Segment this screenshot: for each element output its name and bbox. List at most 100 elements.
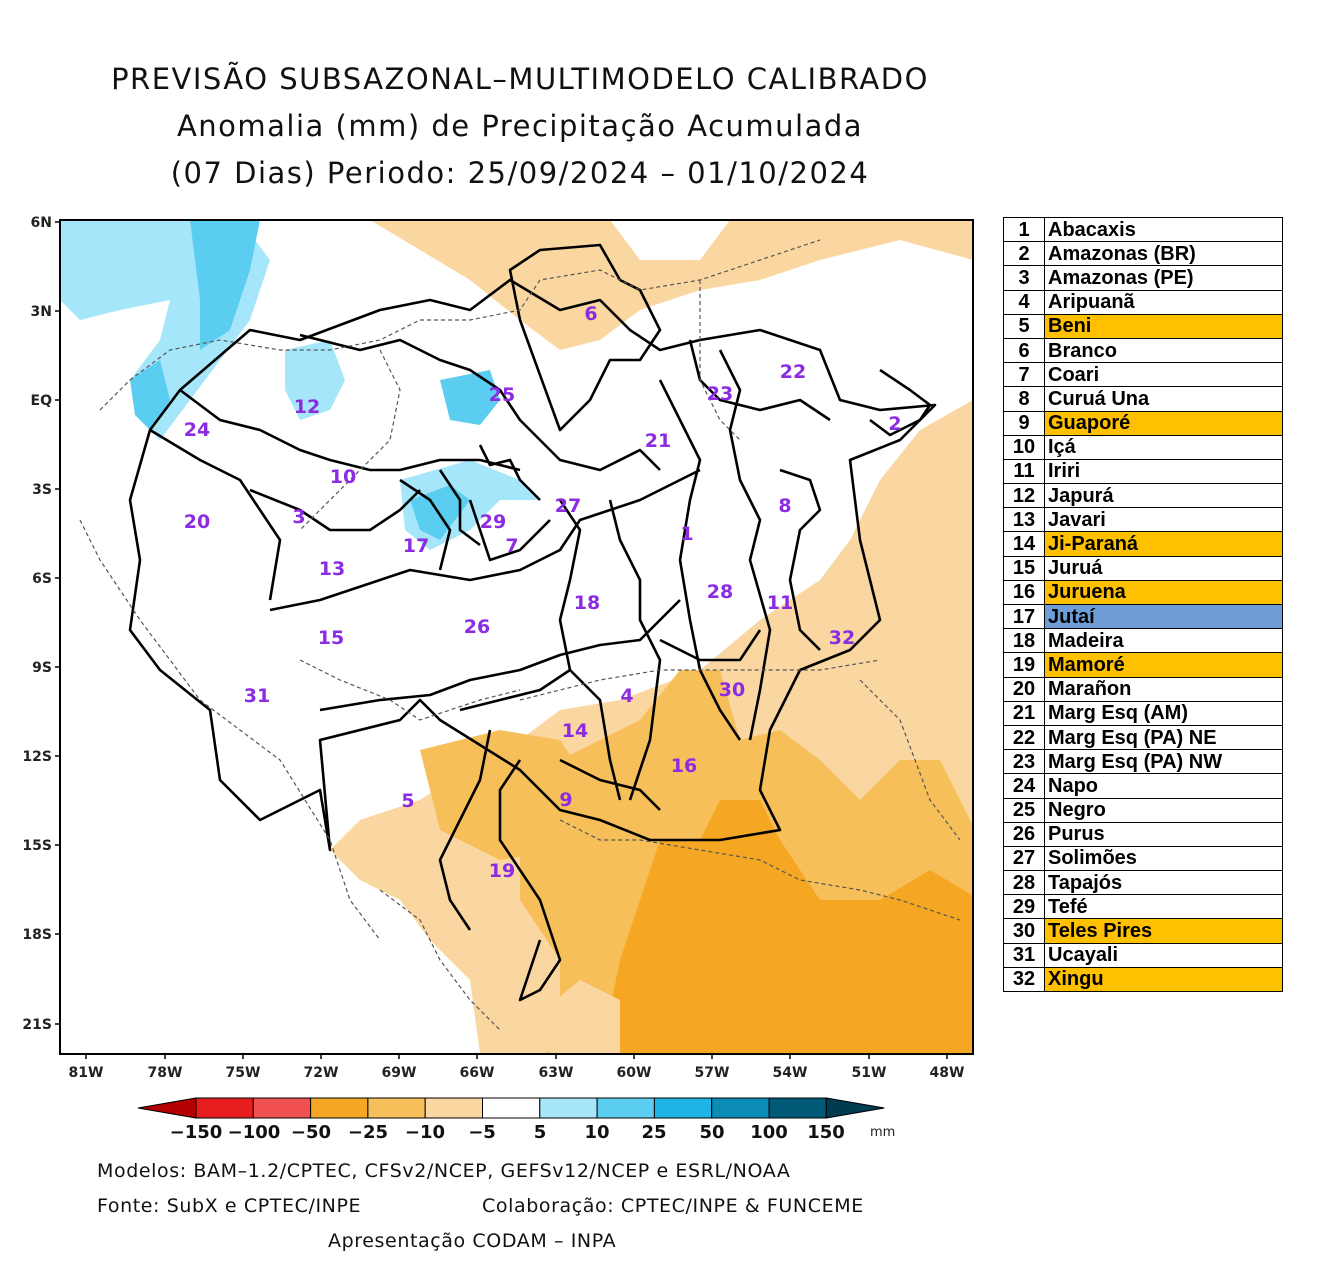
lat-tick-label: 9S (32, 660, 52, 676)
legend-row: 1 Abacaxis (1003, 216, 1283, 243)
legend-row: 5 Beni (1003, 313, 1283, 339)
colorbar-label: −150 (170, 1122, 223, 1143)
legend-row-name: Tapajós (1044, 870, 1283, 896)
legend-row-number: 8 (1003, 386, 1045, 412)
basin-label: 21 (645, 430, 671, 452)
legend-row: 31 Ucayali (1003, 942, 1283, 968)
legend-row-name: Ji-Paraná (1044, 531, 1283, 557)
map-frame (59, 219, 974, 1055)
lat-tick-label: 12S (22, 749, 52, 765)
legend-row: 15 Juruá (1003, 555, 1283, 581)
colorbar-swatches (137, 1097, 885, 1119)
lat-tick-label: 18S (22, 927, 52, 943)
legend-row-number: 29 (1003, 894, 1045, 920)
basin-boundaries (128, 243, 937, 1002)
legend-row-number: 4 (1003, 289, 1045, 315)
colorbar-swatch (137, 1097, 197, 1119)
colorbar-label: 10 (584, 1122, 609, 1143)
basin-label: 4 (620, 685, 633, 707)
colorbar-swatch (768, 1097, 827, 1119)
legend-row: 28 Tapajós (1003, 870, 1283, 896)
legend-row-number: 5 (1003, 313, 1045, 339)
basin-label: 30 (719, 679, 745, 701)
basin-label: 5 (401, 790, 414, 812)
legend-row-name: Japurá (1044, 483, 1283, 509)
colorbar-swatch (367, 1097, 426, 1119)
basin-legend-table: 1 Abacaxis 2 Amazonas (BR) 3 Amazonas (PE) 4 Ar… (1003, 216, 1283, 993)
legend-row: 11 Iriri (1003, 458, 1283, 485)
basin-label: 17 (403, 535, 429, 557)
legend-row-number: 12 (1003, 483, 1045, 509)
legend-row-name: Abacaxis (1044, 216, 1283, 243)
legend-row-name: Amazonas (PE) (1044, 265, 1283, 291)
legend-row-name: Teles Pires (1044, 918, 1283, 944)
basin-label: 23 (707, 383, 733, 405)
footer-collaboration: Colaboração: CPTEC/INPE & FUNCEME (482, 1195, 864, 1217)
legend-row-name: Marañon (1044, 676, 1283, 702)
colorbar: −150 −100 −50 −25 −10 −5 5 10 25 50 100 … (137, 1097, 895, 1143)
legend-row-name: Marg Esq (AM) (1044, 700, 1283, 726)
basin-label: 12 (294, 396, 320, 418)
colorbar-unit: mm (870, 1125, 895, 1140)
legend-row-number: 19 (1003, 652, 1045, 678)
colorbar-swatch (482, 1097, 541, 1119)
legend-row-name: Içá (1044, 434, 1283, 460)
legend-row-name: Napo (1044, 773, 1283, 799)
lon-tick-label: 81W (69, 1065, 104, 1081)
legend-row-number: 9 (1003, 410, 1045, 436)
colorbar-label: −10 (405, 1122, 445, 1143)
colorbar-label: −25 (348, 1122, 388, 1143)
legend-row-name: Aripuanã (1044, 289, 1283, 315)
legend-row-number: 30 (1003, 918, 1045, 944)
legend-row-name: Iriri (1044, 458, 1283, 485)
legend-row-number: 21 (1003, 700, 1045, 726)
colorbar-swatch (539, 1097, 598, 1119)
legend-row-name: Marg Esq (PA) NE (1044, 724, 1283, 751)
legend-row: 27 Solimões (1003, 845, 1283, 872)
colorbar-label: 100 (750, 1122, 788, 1143)
legend-row-name: Juruena (1044, 579, 1283, 606)
legend-row: 13 Javari (1003, 507, 1283, 533)
legend-row-number: 6 (1003, 337, 1045, 364)
lon-tick-label: 63W (539, 1065, 574, 1081)
legend-row-name: Tefé (1044, 894, 1283, 920)
lon-tick-label: 60W (617, 1065, 652, 1081)
legend-row: 3 Amazonas (PE) (1003, 265, 1283, 291)
lon-tick-label: 48W (930, 1065, 965, 1081)
legend-row: 21 Marg Esq (AM) (1003, 700, 1283, 726)
colorbar-swatch (825, 1097, 885, 1119)
legend-row-number: 23 (1003, 749, 1045, 775)
colorbar-swatch (653, 1097, 713, 1119)
colorbar-label: −5 (468, 1122, 496, 1143)
basin-label: 25 (489, 384, 515, 406)
legend-row: 20 Marañon (1003, 676, 1283, 702)
basin-label: 28 (707, 581, 733, 603)
legend-row: 23 Marg Esq (PA) NW (1003, 749, 1283, 775)
legend-row: 32 Xingu (1003, 966, 1283, 993)
legend-row-number: 17 (1003, 603, 1045, 630)
colorbar-label: 25 (641, 1122, 666, 1143)
anomaly-shading (60, 220, 973, 1054)
legend-row-number: 1 (1003, 216, 1045, 243)
legend-row-name: Jutaí (1044, 603, 1283, 630)
legend-row-name: Marg Esq (PA) NW (1044, 749, 1283, 775)
legend-row-number: 31 (1003, 942, 1045, 968)
legend-row: 29 Tefé (1003, 894, 1283, 920)
lon-tick-label: 51W (852, 1065, 887, 1081)
lat-tick-label: 6N (31, 215, 52, 231)
legend-row-number: 16 (1003, 579, 1045, 606)
legend-row-name: Solimões (1044, 845, 1283, 872)
lon-tick-label: 75W (226, 1065, 261, 1081)
legend-row-number: 20 (1003, 676, 1045, 702)
basin-label: 29 (480, 511, 506, 533)
legend-row: 7 Coari (1003, 362, 1283, 388)
lon-tick-label: 78W (148, 1065, 183, 1081)
legend-row-name: Beni (1044, 313, 1283, 339)
colorbar-swatch (596, 1097, 655, 1119)
basin-label: 11 (767, 592, 793, 614)
legend-row: 4 Aripuanã (1003, 289, 1283, 315)
basin-label: 10 (330, 466, 356, 488)
colorbar-label: 150 (807, 1122, 845, 1143)
basin-label: 9 (559, 789, 572, 811)
map-subtitle: Anomalia (mm) de Precipitação Acumulada (176, 109, 864, 143)
